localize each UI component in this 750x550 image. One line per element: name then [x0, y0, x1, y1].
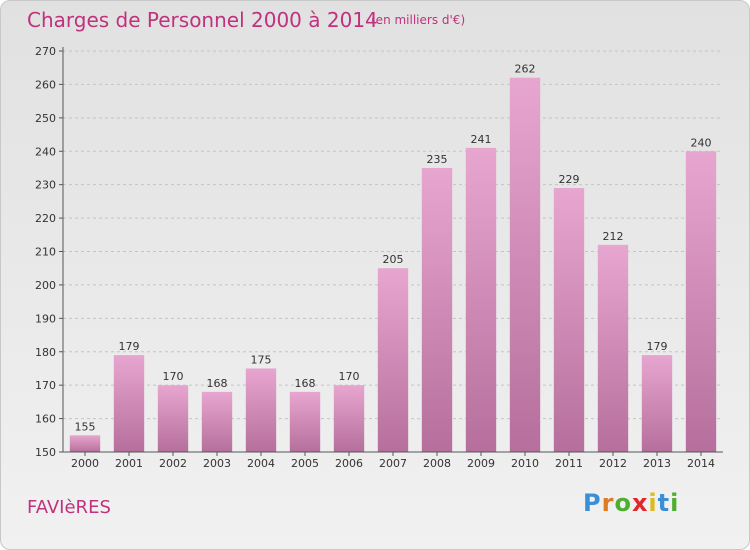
logo-letter: i — [670, 489, 680, 517]
y-tick-label: 150 — [35, 446, 56, 459]
bar-2012 — [597, 244, 629, 452]
bar-2001 — [113, 355, 145, 452]
bar-2002 — [157, 385, 189, 452]
data-label: 170 — [163, 370, 184, 383]
data-label: 229 — [559, 173, 580, 186]
data-label: 235 — [427, 153, 448, 166]
bar-2014 — [685, 151, 717, 452]
proxiti-logo: Proxiti — [583, 489, 679, 517]
y-tick-label: 270 — [35, 45, 56, 58]
bar-2011 — [553, 188, 585, 452]
logo-letter: r — [601, 489, 615, 517]
chart-title: Charges de Personnel 2000 à 2014 — [27, 8, 378, 32]
y-tick-label: 210 — [35, 246, 56, 259]
logo-letter: P — [583, 489, 602, 517]
logo-letter: t — [657, 489, 671, 517]
bar-2006 — [333, 385, 365, 452]
y-tick-label: 230 — [35, 179, 56, 192]
data-label: 179 — [647, 340, 668, 353]
data-label: 241 — [471, 133, 492, 146]
y-tick-label: 190 — [35, 312, 56, 325]
logo-letter: x — [631, 489, 649, 517]
x-tick-label: 2006 — [335, 457, 363, 470]
x-tick-label: 2000 — [71, 457, 99, 470]
x-tick-label: 2003 — [203, 457, 231, 470]
y-tick-label: 250 — [35, 112, 56, 125]
data-label: 168 — [295, 377, 316, 390]
axis-layer: 150 160 170 180 190 200 210 220 230 240 250 260 270 2… — [35, 45, 723, 470]
data-label: 175 — [251, 353, 272, 366]
bar-2008 — [421, 167, 453, 453]
bar-2007 — [377, 268, 409, 452]
x-tick-label: 2007 — [379, 457, 407, 470]
data-label: 262 — [515, 63, 536, 76]
y-tick-label: 240 — [35, 145, 56, 158]
commune-name: FAVIèRES — [27, 497, 111, 518]
data-label: 170 — [339, 370, 360, 383]
x-tick-label: 2008 — [423, 457, 451, 470]
x-tick-label: 2010 — [511, 457, 539, 470]
y-tick-label: 200 — [35, 279, 56, 292]
x-tick-label: 2002 — [159, 457, 187, 470]
logo-letter: o — [614, 489, 632, 517]
bar-layer: 155 179 170 168 175 168 170 205 235 241 262 229 212 1… — [69, 63, 717, 453]
y-tick-label: 260 — [35, 78, 56, 91]
y-tick-label: 180 — [35, 346, 56, 359]
bar-2010 — [509, 77, 541, 452]
x-tick-label: 2012 — [599, 457, 627, 470]
data-label: 205 — [383, 253, 404, 266]
x-tick-label: 2004 — [247, 457, 275, 470]
y-tick-label: 220 — [35, 212, 56, 225]
data-label: 168 — [207, 377, 228, 390]
data-label: 240 — [691, 136, 712, 149]
data-label: 212 — [603, 230, 624, 243]
x-tick-label: 2005 — [291, 457, 319, 470]
bar-2004 — [245, 368, 277, 452]
x-tick-label: 2001 — [115, 457, 143, 470]
x-tick-label: 2011 — [555, 457, 583, 470]
data-label: 179 — [119, 340, 140, 353]
bar-2000 — [69, 435, 101, 452]
x-tick-label: 2009 — [467, 457, 495, 470]
chart-subtitle: (en milliers d'€) — [371, 13, 466, 27]
bar-2013 — [641, 355, 673, 452]
y-tick-label: 170 — [35, 379, 56, 392]
bar-2003 — [201, 391, 233, 452]
bar-2005 — [289, 391, 321, 452]
x-tick-label: 2013 — [643, 457, 671, 470]
y-tick-label: 160 — [35, 413, 56, 426]
x-tick-label: 2014 — [687, 457, 715, 470]
data-label: 155 — [75, 420, 96, 433]
bar-2009 — [465, 147, 497, 453]
logo-letter: i — [648, 489, 658, 517]
